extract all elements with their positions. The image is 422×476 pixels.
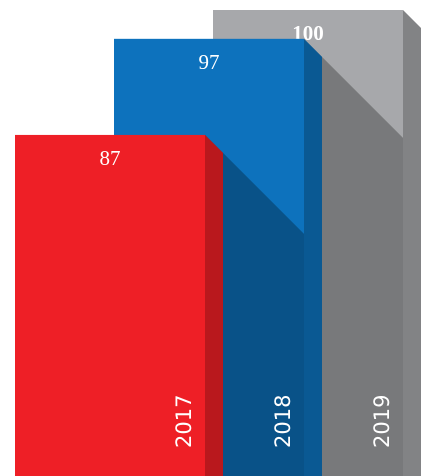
bar [15, 134, 205, 476]
bar-side-shade [205, 134, 223, 476]
bar-side [304, 38, 322, 476]
category-label: 2018 [271, 395, 295, 448]
value-label: 87 [100, 146, 121, 170]
bar-side [403, 10, 421, 476]
bar-shadow [304, 38, 403, 476]
category-label: 2019 [370, 395, 394, 448]
bar-side-shade [304, 38, 322, 476]
bar-side-shade [403, 10, 421, 476]
bar-side [205, 134, 223, 476]
category-label: 2017 [172, 395, 196, 448]
value-label: 97 [199, 50, 220, 74]
bar-shadow [205, 134, 304, 476]
